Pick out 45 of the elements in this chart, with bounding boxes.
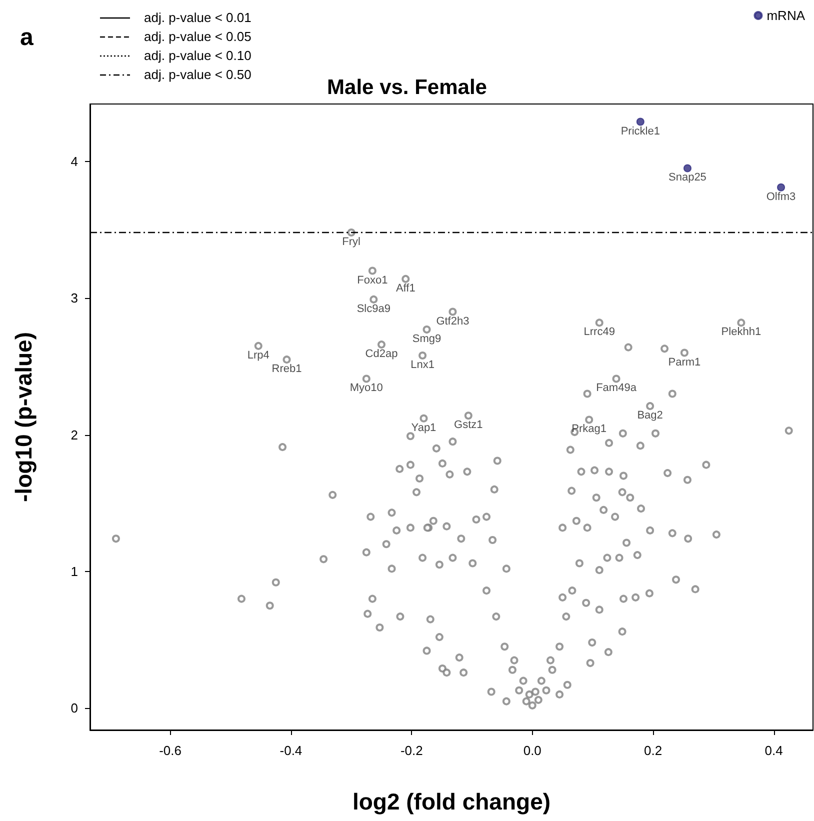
annotation: Myo10 (350, 382, 383, 394)
annotation: Slc9a9 (356, 302, 390, 315)
y-axis-title: -log10 (p-value) (10, 332, 36, 502)
point (683, 164, 692, 172)
y-tick-label: 1 (70, 564, 78, 579)
annotation: Bag2 (637, 410, 663, 422)
annotation: Lnx1 (410, 358, 434, 371)
legend-label: mRNA (766, 8, 806, 23)
annotation: Foxo1 (357, 274, 388, 286)
annotation: Lrp4 (247, 349, 270, 362)
y-tick-label: 4 (70, 154, 78, 169)
annotation: Parm1 (668, 356, 701, 368)
x-tick-label: 0.0 (523, 743, 542, 758)
annotation: Prkag1 (572, 423, 607, 436)
y-tick-label: 3 (70, 290, 78, 306)
annotation: Olfm3 (766, 190, 796, 203)
text: adj. p-value < 0.05 (144, 29, 252, 44)
annotation: Yap1 (411, 422, 436, 434)
text: adj. p-value < 0.01 (144, 10, 252, 25)
annotation: Rreb1 (272, 363, 302, 376)
x-tick-label: -0.6 (159, 743, 182, 758)
point (636, 118, 644, 126)
annotation: Plekhh1 (721, 326, 762, 338)
annotation: Prickle1 (620, 125, 660, 138)
point (777, 183, 786, 192)
x-tick-label: 0.2 (644, 743, 662, 758)
annotation: Gstz1 (454, 419, 483, 432)
y-tick-label: 0 (70, 700, 78, 716)
text: adj. p-value < 0.50 (144, 67, 252, 82)
text: adj. p-value < 0.10 (144, 48, 252, 63)
annotation: Smg9 (412, 333, 442, 346)
x-axis-title: log2 (fold change) (352, 788, 551, 814)
annotation: Cd2ap (365, 348, 398, 360)
y-tick-label: 2 (70, 427, 78, 442)
text: a (20, 24, 34, 52)
annotation: Gtf2h3 (436, 315, 470, 328)
annotation: Lrrc49 (584, 326, 615, 338)
annotation: Fryl (342, 236, 360, 248)
annotation: Aff1 (396, 282, 416, 294)
x-tick-label: -0.4 (280, 743, 302, 758)
x-tick-label: -0.2 (400, 743, 423, 758)
annotation: Fam49a (596, 382, 638, 394)
x-tick-label: 0.4 (764, 743, 783, 758)
chart-title: Male vs. Female (327, 76, 487, 99)
annotation: Snap25 (668, 172, 706, 184)
